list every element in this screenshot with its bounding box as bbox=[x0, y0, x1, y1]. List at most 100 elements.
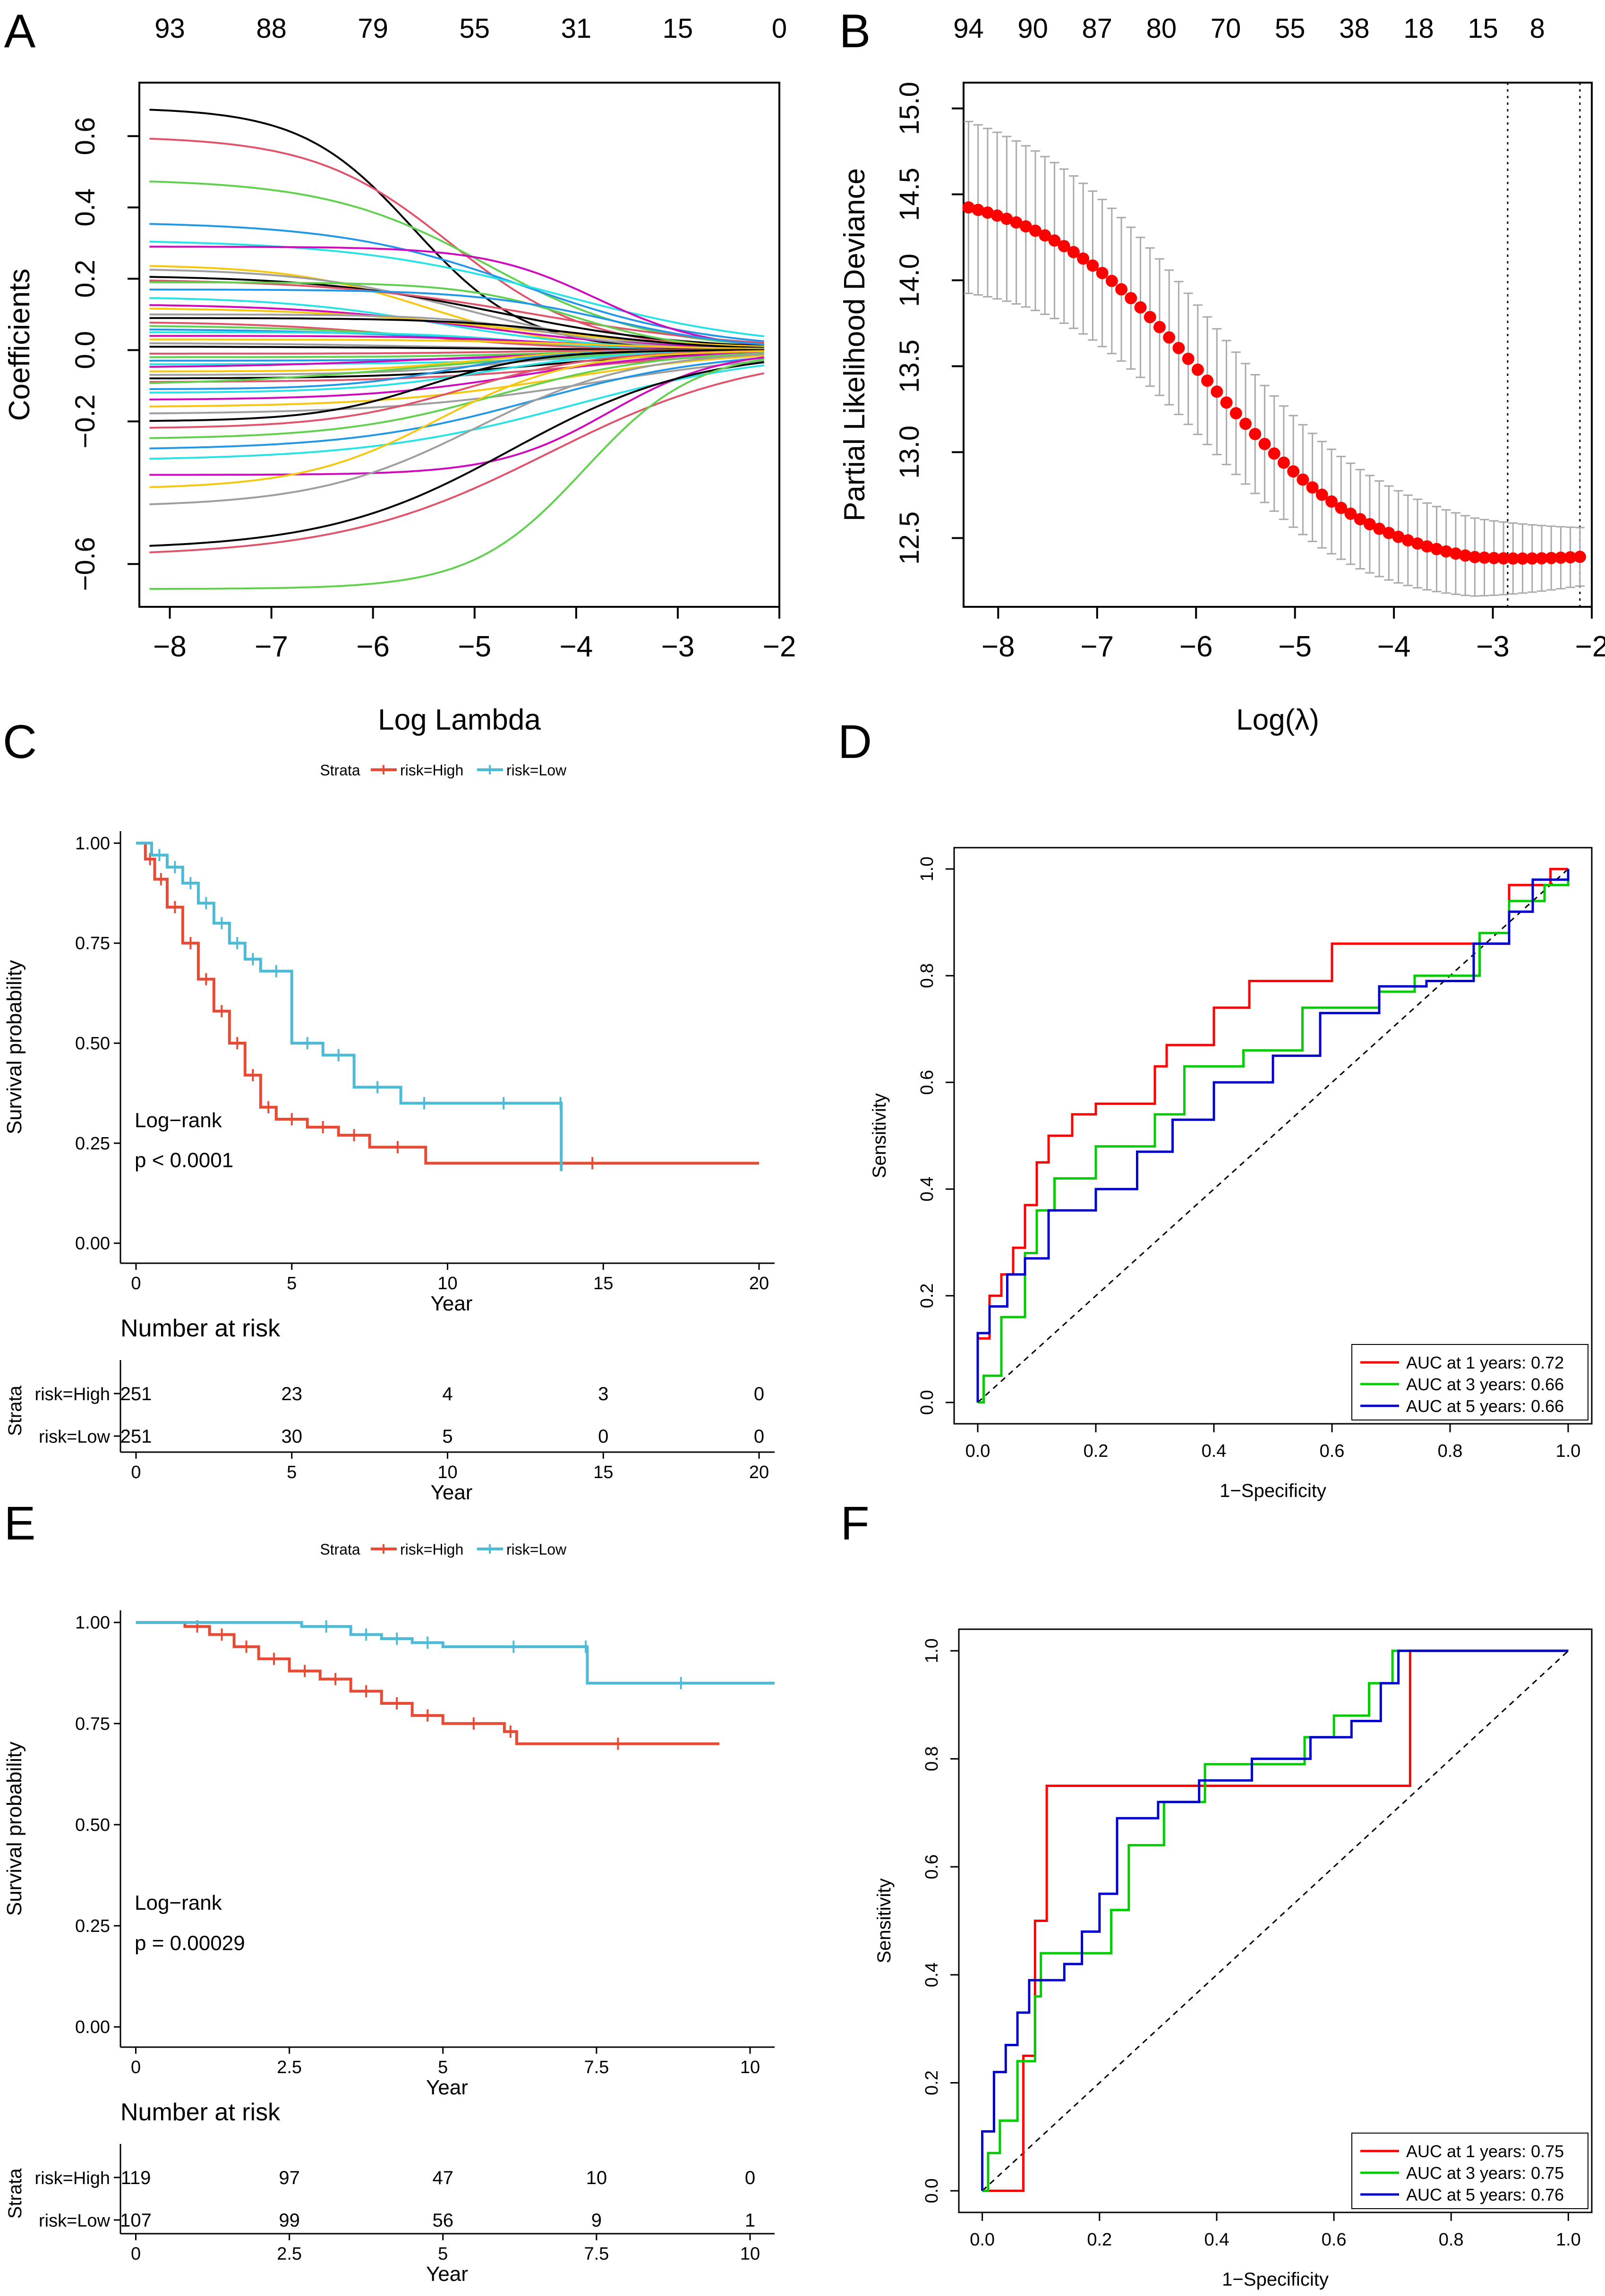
x-tick-label: 0 bbox=[131, 1274, 141, 1293]
cv-point bbox=[1258, 438, 1271, 451]
roc-curve bbox=[981, 1650, 1569, 2191]
x-tick-label: 0.4 bbox=[1204, 2230, 1229, 2250]
diagonal-reference bbox=[977, 868, 1569, 1403]
roc-curve bbox=[976, 869, 1570, 1403]
coef-path bbox=[149, 349, 764, 422]
x-tick-label: −4 bbox=[559, 630, 593, 663]
legend-label: AUC at 3 years: 0.75 bbox=[1406, 2163, 1564, 2183]
x-tick-label: −4 bbox=[1377, 630, 1411, 663]
cv-point bbox=[1239, 417, 1252, 430]
cv-point bbox=[1468, 551, 1481, 563]
cv-point bbox=[1325, 495, 1338, 508]
cv-point bbox=[1344, 507, 1357, 520]
x-tick-label: 0.6 bbox=[1322, 2230, 1347, 2250]
cv-point bbox=[1039, 229, 1051, 242]
cv-point bbox=[1249, 428, 1262, 441]
risk-x-tick-label: 5 bbox=[287, 1463, 297, 1482]
y-tick-label: 0.0 bbox=[922, 2178, 942, 2203]
cv-point bbox=[1115, 283, 1128, 296]
coef-path bbox=[149, 353, 764, 505]
y-tick-label: 0.4 bbox=[917, 1177, 937, 1202]
y-tick-label: 14.5 bbox=[894, 168, 925, 221]
y-tick-label: 15.0 bbox=[894, 82, 925, 135]
cv-point bbox=[1449, 547, 1462, 560]
cv-point bbox=[1373, 522, 1386, 535]
y-axis-title: Sensitivity bbox=[869, 1093, 890, 1178]
cv-point bbox=[1144, 311, 1156, 323]
cv-point bbox=[1545, 552, 1558, 564]
plot-frame bbox=[958, 1628, 1593, 2213]
cv-point bbox=[1029, 224, 1042, 237]
y-axis-title: Survival probability bbox=[3, 1742, 26, 1916]
coef-path bbox=[149, 360, 764, 415]
risk-count: 9 bbox=[591, 2210, 602, 2231]
panel-b: B −8 −7 −6 −5 −4 −3 −2 12.5 13.0 13.5 14.0 14.5 15.0 9… bbox=[838, 5, 1605, 736]
cv-point bbox=[1019, 220, 1032, 233]
cv-point bbox=[1335, 502, 1348, 514]
diagonal-reference bbox=[982, 1650, 1569, 2192]
km-curve bbox=[136, 1621, 775, 1685]
top-axis-label: 0 bbox=[772, 13, 787, 44]
km-curve bbox=[136, 842, 563, 1172]
cv-point bbox=[1401, 534, 1414, 547]
coef-path bbox=[149, 356, 764, 476]
cv-point bbox=[1268, 447, 1281, 460]
x-axis-title: 1−Specificity bbox=[1222, 2269, 1329, 2290]
y-tick-label: 1.00 bbox=[75, 1613, 110, 1633]
coef-path bbox=[149, 240, 764, 338]
y-axis-title: Partial Likelihood Deviance bbox=[838, 168, 871, 521]
y-tick-label: 1.0 bbox=[922, 1638, 942, 1663]
top-axis-label: 18 bbox=[1403, 13, 1434, 44]
coef-path bbox=[149, 338, 764, 350]
legend-label: AUC at 5 years: 0.76 bbox=[1406, 2185, 1564, 2204]
risk-row-label: risk=High bbox=[35, 2168, 110, 2188]
coef-path bbox=[149, 180, 764, 346]
risk-count: 56 bbox=[432, 2210, 453, 2231]
roc-curve bbox=[982, 1650, 1569, 2192]
legend-label: AUC at 5 years: 0.66 bbox=[1406, 1396, 1564, 1416]
coef-path bbox=[149, 246, 764, 346]
y-tick-label: 0.25 bbox=[75, 1134, 110, 1154]
top-axis-label: 15 bbox=[663, 13, 693, 44]
risk-count: 10 bbox=[586, 2168, 607, 2188]
cv-point bbox=[1297, 473, 1309, 486]
top-axis-label: 90 bbox=[1017, 13, 1048, 44]
x-axis-title: Log(λ) bbox=[1236, 704, 1319, 736]
risk-x-tick-label: 5 bbox=[438, 2244, 448, 2264]
panel-f: F 0.0 0.2 0.4 0.6 0.8 1.0 0.0 0.2 0.4 0.6 0.8 1.0 1−S… bbox=[840, 1497, 1593, 2290]
x-tick-label: 0.0 bbox=[970, 2230, 995, 2250]
cv-point bbox=[1573, 551, 1586, 563]
cv-point bbox=[1277, 456, 1290, 469]
risk-count: 0 bbox=[745, 2168, 755, 2188]
cv-point bbox=[1421, 540, 1434, 553]
risk-count: 107 bbox=[120, 2210, 152, 2231]
x-tick-label: −5 bbox=[1278, 630, 1312, 663]
x-tick-label: 0 bbox=[131, 2058, 141, 2077]
x-tick-label: 0.8 bbox=[1439, 2230, 1464, 2250]
cv-point bbox=[1507, 552, 1520, 565]
coef-path bbox=[149, 357, 764, 450]
y-tick-label: 0.0 bbox=[70, 331, 101, 369]
risk-x-tick-label: 7.5 bbox=[584, 2244, 609, 2264]
risk-x-tick-label: 15 bbox=[593, 1463, 613, 1482]
risk-x-tick-label: 0 bbox=[131, 2244, 141, 2264]
plot-frame bbox=[953, 847, 1593, 1425]
cv-point bbox=[1125, 292, 1137, 305]
y-tick-label: 0.8 bbox=[922, 1746, 942, 1771]
y-tick-label: 0.00 bbox=[75, 1234, 110, 1254]
risk-count: 251 bbox=[120, 1384, 152, 1404]
plot-frame bbox=[138, 82, 780, 608]
risk-x-axis-title: Year bbox=[431, 1481, 473, 1504]
cv-point bbox=[1497, 552, 1510, 565]
cv-point bbox=[1191, 363, 1204, 376]
risk-count: 30 bbox=[281, 1426, 302, 1447]
x-tick-label: 10 bbox=[740, 2058, 760, 2077]
y-tick-label: 0.6 bbox=[917, 1070, 937, 1095]
legend-label: AUC at 1 years: 0.72 bbox=[1406, 1353, 1564, 1372]
cv-point bbox=[1182, 352, 1195, 365]
x-tick-label: −7 bbox=[1080, 630, 1114, 663]
risk-x-tick-label: 2.5 bbox=[277, 2244, 302, 2264]
cv-point bbox=[1172, 341, 1185, 354]
top-axis-label: 15 bbox=[1468, 13, 1498, 44]
